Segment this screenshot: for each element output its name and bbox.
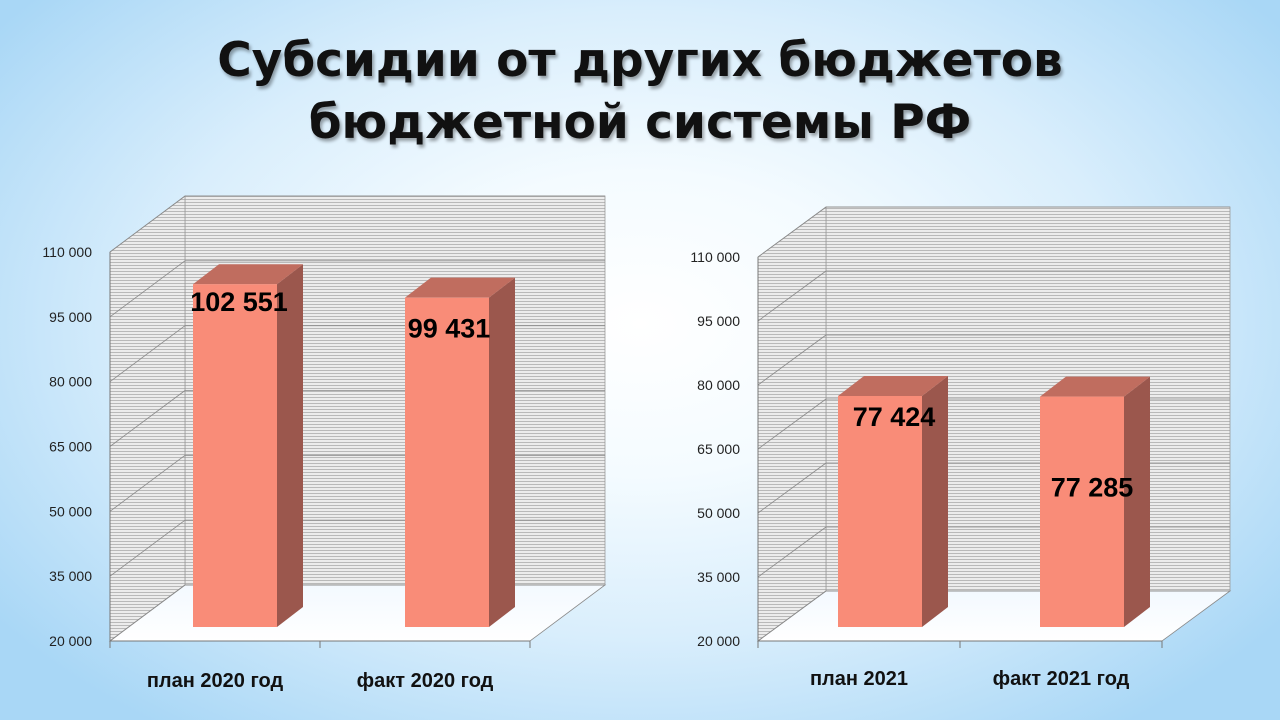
bar-1: [193, 264, 303, 627]
gridline-side: [109, 519, 186, 577]
y-tick-label: 35 000: [697, 569, 740, 585]
y-tick-label: 110 000: [690, 249, 740, 265]
chart-floor: [756, 590, 1232, 642]
gridline-side: [109, 390, 186, 447]
slide-title-line-1: Субсидии от других бюджетов: [217, 33, 1063, 88]
gridline-side: [109, 260, 186, 318]
bar-value-label: 99 431: [408, 314, 491, 344]
bar-value-label: 102 551: [190, 287, 288, 317]
y-tick-label: 50 000: [697, 505, 740, 521]
y-tick-label: 20 000: [697, 633, 740, 649]
bar-2: [1040, 376, 1150, 627]
gridline-side: [109, 195, 186, 253]
y-tick-label: 35 000: [49, 568, 92, 584]
y-tick-label: 110 000: [42, 244, 92, 260]
bar-side: [277, 264, 303, 627]
gridline-side: [757, 526, 827, 578]
gridline-side: [757, 398, 827, 450]
bar-front: [405, 297, 489, 627]
bar-top: [193, 264, 303, 285]
bar-front: [1040, 396, 1124, 627]
gridline-side: [109, 584, 186, 642]
x-category-label: факт 2021 год: [993, 668, 1130, 690]
gridline-side: [109, 455, 186, 512]
x-category-label: факт 2020 год: [357, 670, 494, 692]
bar-front: [193, 284, 277, 627]
slide-title: Субсидии от других бюджетов бюджетной си…: [0, 30, 1280, 154]
gridline-side: [757, 206, 827, 258]
bar-side: [489, 277, 515, 627]
gridline-side: [757, 334, 827, 386]
y-tick-label: 95 000: [49, 309, 92, 325]
bar-front: [838, 395, 922, 627]
bar-value-label: 77 285: [1051, 473, 1134, 503]
bar-1: [838, 375, 948, 627]
y-tick-label: 80 000: [49, 374, 92, 390]
bar-value-label: 77 424: [853, 402, 936, 432]
y-tick-label: 65 000: [49, 439, 92, 455]
bar-2: [405, 277, 515, 627]
gridline-side: [757, 462, 827, 514]
bar-top: [1040, 376, 1150, 397]
y-tick-label: 65 000: [697, 441, 740, 457]
bar-side: [1124, 376, 1150, 627]
slide-title-line-2: бюджетной системы РФ: [308, 95, 972, 150]
y-tick-label: 95 000: [697, 313, 740, 329]
bar-top: [838, 375, 948, 396]
gridline-side: [109, 325, 186, 382]
y-tick-label: 20 000: [49, 633, 92, 649]
gridline-side: [757, 270, 827, 322]
gridline-side: [757, 590, 827, 642]
y-tick-label: 80 000: [697, 377, 740, 393]
x-category-label: план 2020 год: [147, 670, 284, 692]
y-tick-label: 50 000: [49, 503, 92, 519]
bar-side: [922, 375, 948, 627]
bar-top: [405, 277, 515, 298]
x-category-label: план 2021: [810, 668, 908, 690]
